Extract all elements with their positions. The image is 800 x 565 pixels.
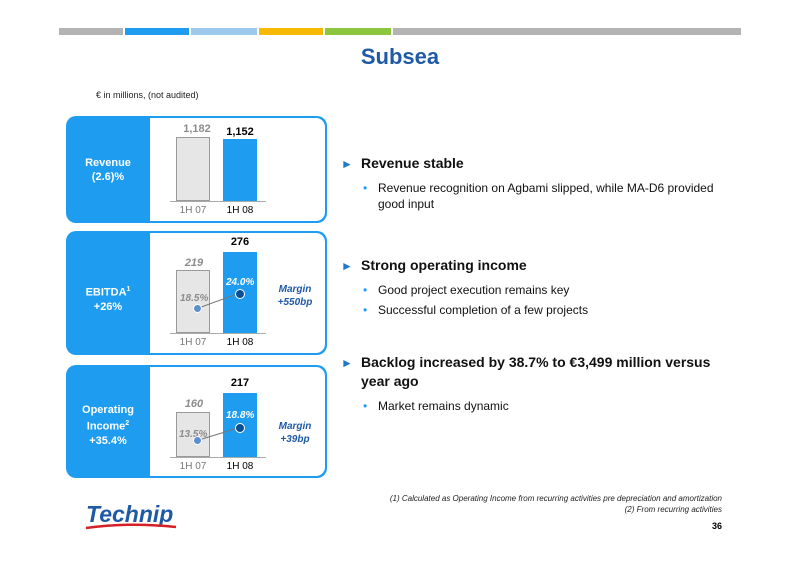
bullet-item-text: Revenue recognition on Agbami slipped, w…	[378, 181, 714, 211]
x-axis	[170, 333, 266, 334]
operating-income-panel: Operating Income2 +35.4% 160 217 13.5% 1…	[66, 365, 327, 478]
ebitda-panel: EBITDA1 +26% 219 276 18.5% 24.0% 1H 07 1…	[66, 231, 327, 355]
units-note: € in millions, (not audited)	[96, 90, 199, 100]
operating-income-label-line2: Income2	[66, 417, 150, 434]
page-title: Subsea	[360, 44, 440, 69]
margin-change-note: Margin +39bp	[273, 420, 317, 446]
x-label-1h08: 1H 08	[226, 337, 254, 348]
header-strip-6	[393, 28, 741, 35]
margin-point-1h07	[193, 436, 202, 445]
bar-1h07	[176, 137, 210, 201]
bar-value-1h08: 217	[230, 377, 250, 389]
x-label-1h07: 1H 07	[179, 461, 207, 472]
bullet-heading-3: ► Backlog increased by 38.7% to €3,499 mi…	[341, 353, 721, 391]
margin-point-1h07	[193, 304, 202, 313]
header-strip-4	[259, 28, 323, 35]
margin-note-value: +550bp	[277, 297, 313, 308]
logo-wordmark: Technip	[86, 501, 173, 527]
margin-1h07: 18.5%	[180, 293, 209, 304]
bar-1h08	[223, 139, 257, 201]
operating-income-change: +35.4%	[89, 434, 127, 447]
bullet-dot-icon: •	[363, 283, 368, 297]
ebitda-label: EBITDA1 +26%	[66, 283, 150, 314]
operating-income-label: Operating Income2 +35.4%	[66, 403, 150, 448]
x-axis	[170, 201, 266, 202]
operating-income-chart: 160 217 13.5% 18.8% 1H 07 1H 08 Margin +…	[150, 367, 325, 476]
bullet-dot-icon: •	[363, 399, 368, 413]
ebitda-label-text: EBITDA	[85, 286, 127, 299]
bar-value-1h08: 276	[230, 236, 250, 248]
bar-value-1h07: 160	[184, 398, 204, 410]
arrow-right-icon: ►	[341, 259, 353, 273]
technip-logo-graphic: Technip	[85, 501, 177, 530]
ebitda-label-line1: EBITDA1	[66, 283, 150, 300]
x-axis	[170, 457, 266, 458]
revenue-label-line1: Revenue	[85, 157, 131, 169]
margin-1h08: 24.0%	[226, 277, 255, 288]
x-label-1h07: 1H 07	[179, 205, 207, 216]
ebitda-chart: 219 276 18.5% 24.0% 1H 07 1H 08 Margin +…	[150, 233, 325, 353]
bullet-dot-icon: •	[363, 303, 368, 317]
header-strip-3	[191, 28, 257, 35]
margin-1h08: 18.8%	[226, 410, 255, 421]
bullet-item: • Good project execution remains key	[363, 282, 723, 298]
bullet-heading-1: ► Revenue stable	[341, 154, 751, 174]
operating-income-label-text: Income	[86, 420, 126, 433]
operating-income-label-line1: Operating	[82, 404, 134, 416]
footnote-2: (2) From recurring activities	[624, 505, 722, 514]
bullet-heading-3-text: Backlog increased by 38.7% to €3,499 mil…	[361, 354, 711, 389]
bullet-item-text: Successful completion of a few projects	[378, 303, 589, 317]
margin-note-label: Margin	[278, 284, 312, 295]
margin-point-1h08	[235, 423, 245, 433]
technip-logo: Technip	[84, 498, 178, 532]
arrow-right-icon: ►	[341, 356, 353, 370]
ebitda-change: +26%	[93, 300, 123, 313]
margin-change-note: Margin +550bp	[273, 283, 317, 309]
bullet-item-text: Market remains dynamic	[378, 399, 509, 413]
arrow-right-icon: ►	[341, 157, 353, 171]
bullet-item: • Market remains dynamic	[363, 398, 723, 414]
margin-note-label: Margin	[278, 421, 312, 432]
bullet-heading-2-text: Strong operating income	[361, 257, 527, 273]
bar-1h07	[176, 270, 210, 333]
bullet-item: • Successful completion of a few projects	[363, 302, 723, 318]
bullet-item-text: Good project execution remains key	[378, 283, 570, 297]
footnote-1: (1) Calculated as Operating Income from …	[389, 494, 722, 503]
ebitda-footnote-ref: 1	[126, 286, 131, 293]
margin-1h07: 13.5%	[179, 429, 208, 440]
revenue-label: Revenue (2.6)%	[66, 156, 150, 184]
header-strip-2	[125, 28, 189, 35]
header-strip-1	[59, 28, 123, 35]
bullet-item: • Revenue recognition on Agbami slipped, …	[363, 180, 723, 212]
bullet-heading-1-text: Revenue stable	[361, 155, 464, 171]
bar-value-1h08: 1,152	[226, 126, 254, 138]
page-number: 36	[711, 521, 722, 531]
bar-value-1h07: 219	[184, 257, 204, 269]
revenue-chart: 1,182 1,152 1H 07 1H 08	[150, 118, 325, 221]
bullet-heading-2: ► Strong operating income	[341, 256, 751, 276]
revenue-change: (2.6)%	[91, 171, 125, 183]
revenue-panel: Revenue (2.6)% 1,182 1,152 1H 07 1H 08	[66, 116, 327, 223]
x-label-1h08: 1H 08	[226, 205, 254, 216]
bar-1h07	[176, 412, 210, 457]
margin-note-value: +39bp	[280, 434, 310, 445]
operating-income-footnote-ref: 2	[125, 420, 130, 427]
header-strip-5	[325, 28, 391, 35]
bullet-dot-icon: •	[363, 181, 368, 195]
bar-value-1h07: 1,182	[183, 123, 211, 135]
x-label-1h07: 1H 07	[179, 337, 207, 348]
margin-point-1h08	[235, 289, 245, 299]
x-label-1h08: 1H 08	[226, 461, 254, 472]
